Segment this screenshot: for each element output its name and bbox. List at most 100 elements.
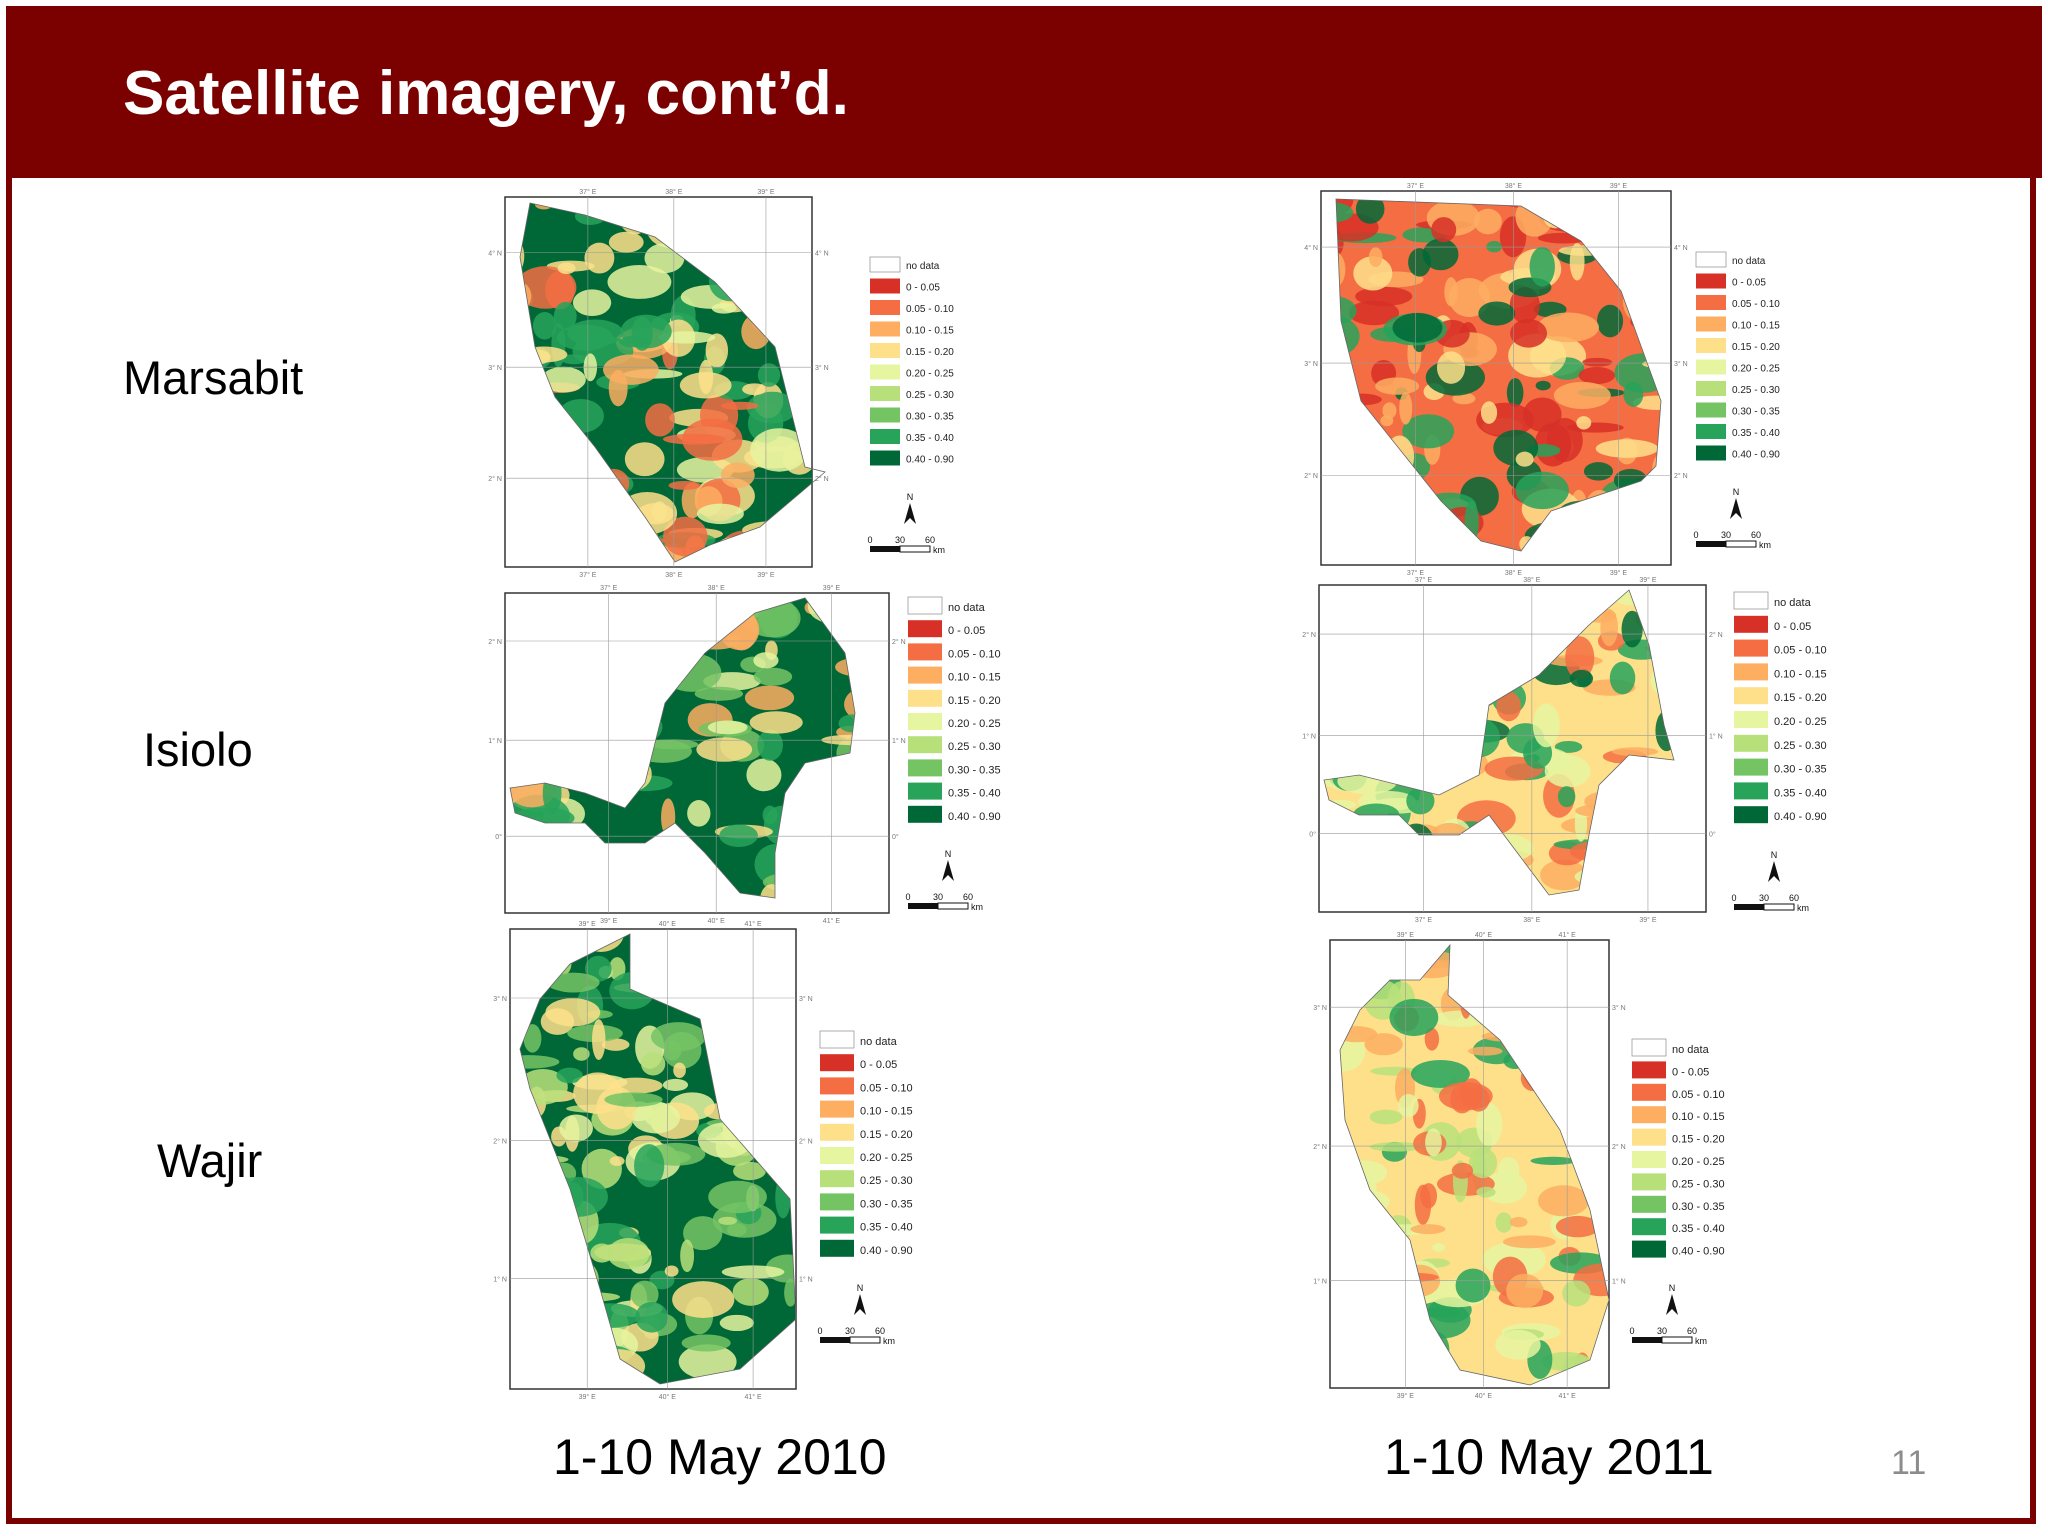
- legend-label: 0.10 - 0.15: [1774, 668, 1827, 680]
- region-outline: [1323, 589, 1675, 896]
- scale-tick-label: 0: [905, 892, 910, 902]
- scale-unit: km: [1797, 903, 1809, 913]
- legend-swatch: [1734, 663, 1768, 681]
- legend-swatch: [1632, 1061, 1666, 1079]
- scale-unit: km: [971, 902, 983, 912]
- left-tick-label: 3° N: [493, 995, 507, 1003]
- legend-swatch: [819, 1030, 855, 1049]
- legend-swatch: [908, 643, 942, 661]
- right-tick-label: 4° N: [815, 250, 829, 258]
- scale-tick-label: 60: [925, 535, 935, 545]
- bottom-tick-label: 37° E: [579, 571, 597, 579]
- left-tick-label: 2° N: [488, 638, 502, 646]
- legend-label: 0.30 - 0.35: [1672, 1201, 1725, 1213]
- bottom-tick-label: 38° E: [1523, 916, 1541, 924]
- legend-label: 0.05 - 0.10: [1732, 299, 1780, 310]
- bottom-tick-label: 40° E: [659, 1393, 677, 1401]
- legend-label: 0 - 0.05: [1672, 1066, 1709, 1078]
- legend-label: 0.25 - 0.30: [1732, 385, 1780, 396]
- graticule: [1319, 585, 1706, 912]
- legend-swatch: [1734, 711, 1768, 728]
- left-tick-label: 4° N: [1304, 244, 1318, 252]
- legend-swatch: [1734, 758, 1768, 776]
- column-label-2010: 1-10 May 2010: [553, 1429, 887, 1485]
- top-tick-label: 38° E: [665, 188, 683, 196]
- legend-swatch: [1632, 1218, 1666, 1236]
- right-tick-label: 2° N: [815, 475, 829, 483]
- legend-label: 0.30 - 0.35: [906, 412, 954, 423]
- legend-label: 0.05 - 0.10: [860, 1082, 913, 1094]
- legend-swatch: [870, 343, 900, 358]
- legend-label: 0.30 - 0.35: [948, 764, 1001, 776]
- legend-label: 0.10 - 0.15: [948, 672, 1001, 684]
- left-tick-label: 1° N: [493, 1276, 507, 1284]
- legend-swatch: [1734, 806, 1768, 824]
- legend-label: no data: [1774, 597, 1812, 609]
- region-outline: [519, 933, 797, 1385]
- legend-label: 0.10 - 0.15: [1672, 1111, 1725, 1123]
- scale-tick-label: 60: [875, 1326, 885, 1336]
- right-tick-label: 2° N: [1674, 472, 1688, 480]
- scale-tick-label: 30: [1721, 530, 1731, 540]
- region-outline: [1335, 198, 1662, 552]
- graticule: [510, 929, 796, 1389]
- legend-swatch: [1632, 1195, 1666, 1213]
- bottom-tick-label: 37° E: [1407, 569, 1425, 577]
- legend-label: 0.40 - 0.90: [860, 1245, 913, 1257]
- legend-label: 0.05 - 0.10: [948, 648, 1001, 660]
- bottom-tick-label: 38° E: [1505, 569, 1523, 577]
- legend-swatch: [870, 450, 900, 466]
- bottom-tick-label: 41° E: [823, 917, 841, 925]
- bottom-tick-label: 39° E: [757, 571, 775, 579]
- legend-swatch: [908, 666, 942, 684]
- bottom-tick-label: 37° E: [1415, 916, 1433, 924]
- legend-swatch: [820, 1077, 854, 1095]
- left-tick-label: 2° N: [488, 475, 502, 483]
- left-tick-label: 3° N: [1313, 1004, 1327, 1012]
- legend-label: no data: [948, 602, 986, 614]
- row-label-isiolo: Isiolo: [143, 723, 253, 776]
- bottom-tick-label: 40° E: [708, 917, 726, 925]
- legend-swatch: [820, 1054, 854, 1072]
- right-tick-label: 1° N: [1709, 732, 1723, 740]
- legend: no data 0 - 0.05 0.05 - 0.10 0.10 - 0.15 0.1…: [819, 1030, 913, 1257]
- legend-swatch: [870, 386, 900, 401]
- legend-label: 0.35 - 0.40: [948, 788, 1001, 800]
- legend-swatch: [908, 759, 942, 777]
- scale-tick-label: 0: [1693, 530, 1698, 540]
- bottom-tick-label: 40° E: [1475, 1392, 1493, 1400]
- legend-label: 0.20 - 0.25: [906, 369, 954, 380]
- legend-label: 0.15 - 0.20: [1672, 1134, 1725, 1146]
- top-tick-label: 39° E: [579, 920, 597, 928]
- legend-label: 0.25 - 0.30: [1672, 1178, 1725, 1190]
- legend-label: 0.05 - 0.10: [1774, 645, 1827, 657]
- right-tick-label: 3° N: [1674, 360, 1688, 368]
- legend-label: 0.20 - 0.25: [948, 718, 1001, 730]
- legend-label: 0.15 - 0.20: [860, 1129, 913, 1141]
- legend-label: 0.30 - 0.35: [860, 1198, 913, 1210]
- north-arrow-icon: N: [854, 1283, 866, 1315]
- legend-swatch: [870, 429, 900, 444]
- region-outline: [1339, 943, 1610, 1386]
- right-tick-label: 2° N: [799, 1138, 813, 1146]
- legend-label: 0.25 - 0.30: [860, 1175, 913, 1187]
- legend-swatch: [1696, 402, 1726, 418]
- north-arrow-icon: N: [1768, 850, 1780, 882]
- left-tick-label: 2° N: [1302, 631, 1316, 639]
- left-tick-label: 1° N: [1302, 732, 1316, 740]
- legend-swatch: [1695, 251, 1727, 268]
- scale-tick-label: 60: [963, 892, 973, 902]
- right-tick-label: 2° N: [892, 638, 906, 646]
- north-arrow-icon: N: [904, 492, 916, 524]
- north-label: N: [1771, 850, 1778, 860]
- top-tick-label: 38° E: [1523, 576, 1541, 584]
- left-tick-label: 3° N: [1304, 360, 1318, 368]
- top-tick-label: 37° E: [1415, 576, 1433, 584]
- legend-label: 0.05 - 0.10: [906, 304, 954, 315]
- north-arrow-icon: N: [942, 849, 954, 881]
- legend-label: 0.10 - 0.15: [860, 1106, 913, 1118]
- scale-tick-label: 0: [1629, 1326, 1634, 1336]
- legend-label: 0.35 - 0.40: [1732, 428, 1780, 439]
- legend-label: 0 - 0.05: [1732, 278, 1766, 289]
